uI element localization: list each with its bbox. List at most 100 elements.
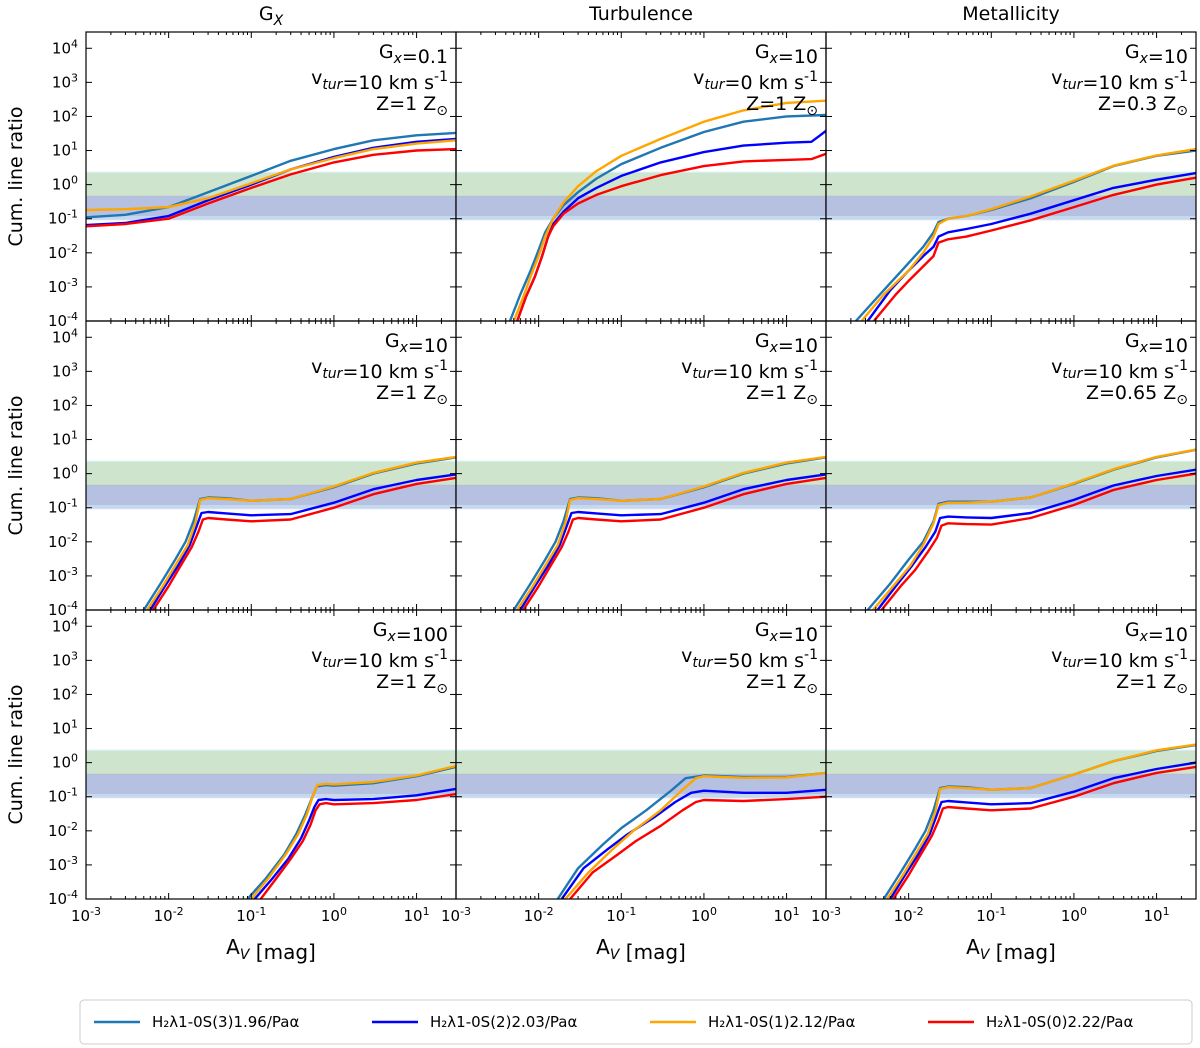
y-axis-label: Cum. line ratio xyxy=(5,106,27,246)
panel-annotation: Z=1 Z⊙ xyxy=(746,382,818,408)
series-line-s0 xyxy=(86,147,456,228)
series-line-s1 xyxy=(86,139,456,212)
axes-frame xyxy=(825,609,1197,900)
series-line-s0 xyxy=(872,176,1196,321)
y-tick-label: 103 xyxy=(52,360,78,380)
y-tick-label: 10-3 xyxy=(48,565,78,585)
panel-annotation: Z=1 Z⊙ xyxy=(746,671,818,697)
panel-annotation: vtur=10 km s-1 xyxy=(311,645,448,672)
panel-r1-c0: 10-4 10-3 10-2 10-1 100 101 102 103 104 Cum. line… xyxy=(5,320,457,619)
y-tick-label: 102 xyxy=(52,683,78,703)
panel-annotation: vtur=10 km s-1 xyxy=(1051,67,1188,94)
y-tick-label: 10-2 xyxy=(48,531,78,551)
series-line-s0 xyxy=(892,765,1196,899)
panel-annotation: Z=0.3 Z⊙ xyxy=(1098,93,1188,119)
y-tick-label: 10-4 xyxy=(48,599,78,619)
y-tick-label: 101 xyxy=(52,718,78,738)
series-line-s1 xyxy=(250,764,456,899)
series-line-s2 xyxy=(149,473,456,610)
observed-band-3 xyxy=(86,485,456,510)
panel-annotation: Gx=100 xyxy=(373,619,448,646)
series-line-s2 xyxy=(519,473,826,610)
panel-annotation: vtur=10 km s-1 xyxy=(1051,645,1188,672)
series-line-s0 xyxy=(516,152,826,321)
legend-label-3: H₂λ1-0S(0)2.22/Paα xyxy=(986,1013,1133,1031)
series-line-s1 xyxy=(871,448,1196,610)
y-tick-label: 10-1 xyxy=(48,786,78,806)
x-axis-label: AV [mag] xyxy=(966,935,1056,964)
observed-band-1 xyxy=(86,172,456,197)
observed-band-3 xyxy=(456,485,826,510)
x-tick-label: 10-2 xyxy=(524,905,554,925)
observed-band-3 xyxy=(826,485,1196,510)
series-line-s1 xyxy=(886,743,1196,899)
observed-band-1 xyxy=(826,172,1196,197)
panel-r0-c0: 10-4 10-3 10-2 10-1 100 101 102 103 104 Cum. line… xyxy=(5,31,457,330)
observed-band-1 xyxy=(86,461,456,486)
x-tick-label: 10-1 xyxy=(606,905,636,925)
x-tick-label: 101 xyxy=(774,905,800,925)
legend-label-2: H₂λ1-0S(1)2.12/Paα xyxy=(708,1013,855,1031)
y-tick-label: 103 xyxy=(52,649,78,669)
observed-band-1 xyxy=(456,172,826,197)
y-tick-label: 10-4 xyxy=(48,310,78,330)
panel-annotation: Z=1 Z⊙ xyxy=(376,671,448,697)
x-tick-label: 101 xyxy=(404,905,430,925)
series-line-s2 xyxy=(560,788,826,899)
x-axis-label: AV [mag] xyxy=(596,935,686,964)
x-tick-label: 10-3 xyxy=(71,905,101,925)
legend-label-1: H₂λ1-0S(2)2.03/Paα xyxy=(430,1013,577,1031)
y-tick-label: 100 xyxy=(52,174,78,194)
series-line-s0 xyxy=(152,476,456,610)
y-tick-label: 10-1 xyxy=(48,208,78,228)
panel-annotation: vtur=10 km s-1 xyxy=(311,356,448,383)
y-tick-label: 10-3 xyxy=(48,276,78,296)
observed-band-3 xyxy=(826,196,1196,221)
panel-annotation: Z=1 Z⊙ xyxy=(1116,671,1188,697)
x-tick-label: 100 xyxy=(691,905,717,925)
panel-annotation: vtur=10 km s-1 xyxy=(681,356,818,383)
panel-annotation: Gx=0.1 xyxy=(379,41,448,68)
panel-annotation: Gx=10 xyxy=(755,41,818,68)
series-line-s3 xyxy=(508,113,826,321)
y-tick-label: 102 xyxy=(52,105,78,125)
panel-annotation: Z=1 Z⊙ xyxy=(376,382,448,408)
x-tick-label: 10-2 xyxy=(894,905,924,925)
panel-annotation: vtur=10 km s-1 xyxy=(1051,356,1188,383)
y-tick-label: 103 xyxy=(52,71,78,91)
series-line-s0 xyxy=(880,472,1196,610)
y-tick-label: 101 xyxy=(52,140,78,160)
column-title-1: Turbulence xyxy=(588,3,693,25)
y-tick-label: 104 xyxy=(52,37,78,57)
y-tick-label: 10-2 xyxy=(48,242,78,262)
observed-band-1 xyxy=(456,750,826,775)
x-tick-label: 10-3 xyxy=(441,905,471,925)
series-line-s3 xyxy=(86,131,456,219)
y-tick-label: 10-4 xyxy=(48,888,78,908)
x-tick-label: 101 xyxy=(1144,905,1170,925)
observed-band-1 xyxy=(826,750,1196,775)
series-line-s0 xyxy=(568,795,826,899)
observed-band-3 xyxy=(826,774,1196,799)
series-line-s1 xyxy=(146,455,456,610)
x-tick-label: 100 xyxy=(1061,905,1087,925)
x-tick-label: 10-2 xyxy=(154,905,184,925)
series-line-s1 xyxy=(512,99,826,321)
legend-box xyxy=(79,999,1193,1045)
panel-annotation: vtur=10 km s-1 xyxy=(311,67,448,94)
x-tick-label: 10-1 xyxy=(976,905,1006,925)
y-tick-label: 10-3 xyxy=(48,854,78,874)
series-line-s1 xyxy=(516,455,826,610)
series-line-s0 xyxy=(259,792,456,899)
y-tick-label: 101 xyxy=(52,429,78,449)
series-line-s1 xyxy=(860,147,1196,321)
panel-annotation: Gx=10 xyxy=(1125,619,1188,646)
